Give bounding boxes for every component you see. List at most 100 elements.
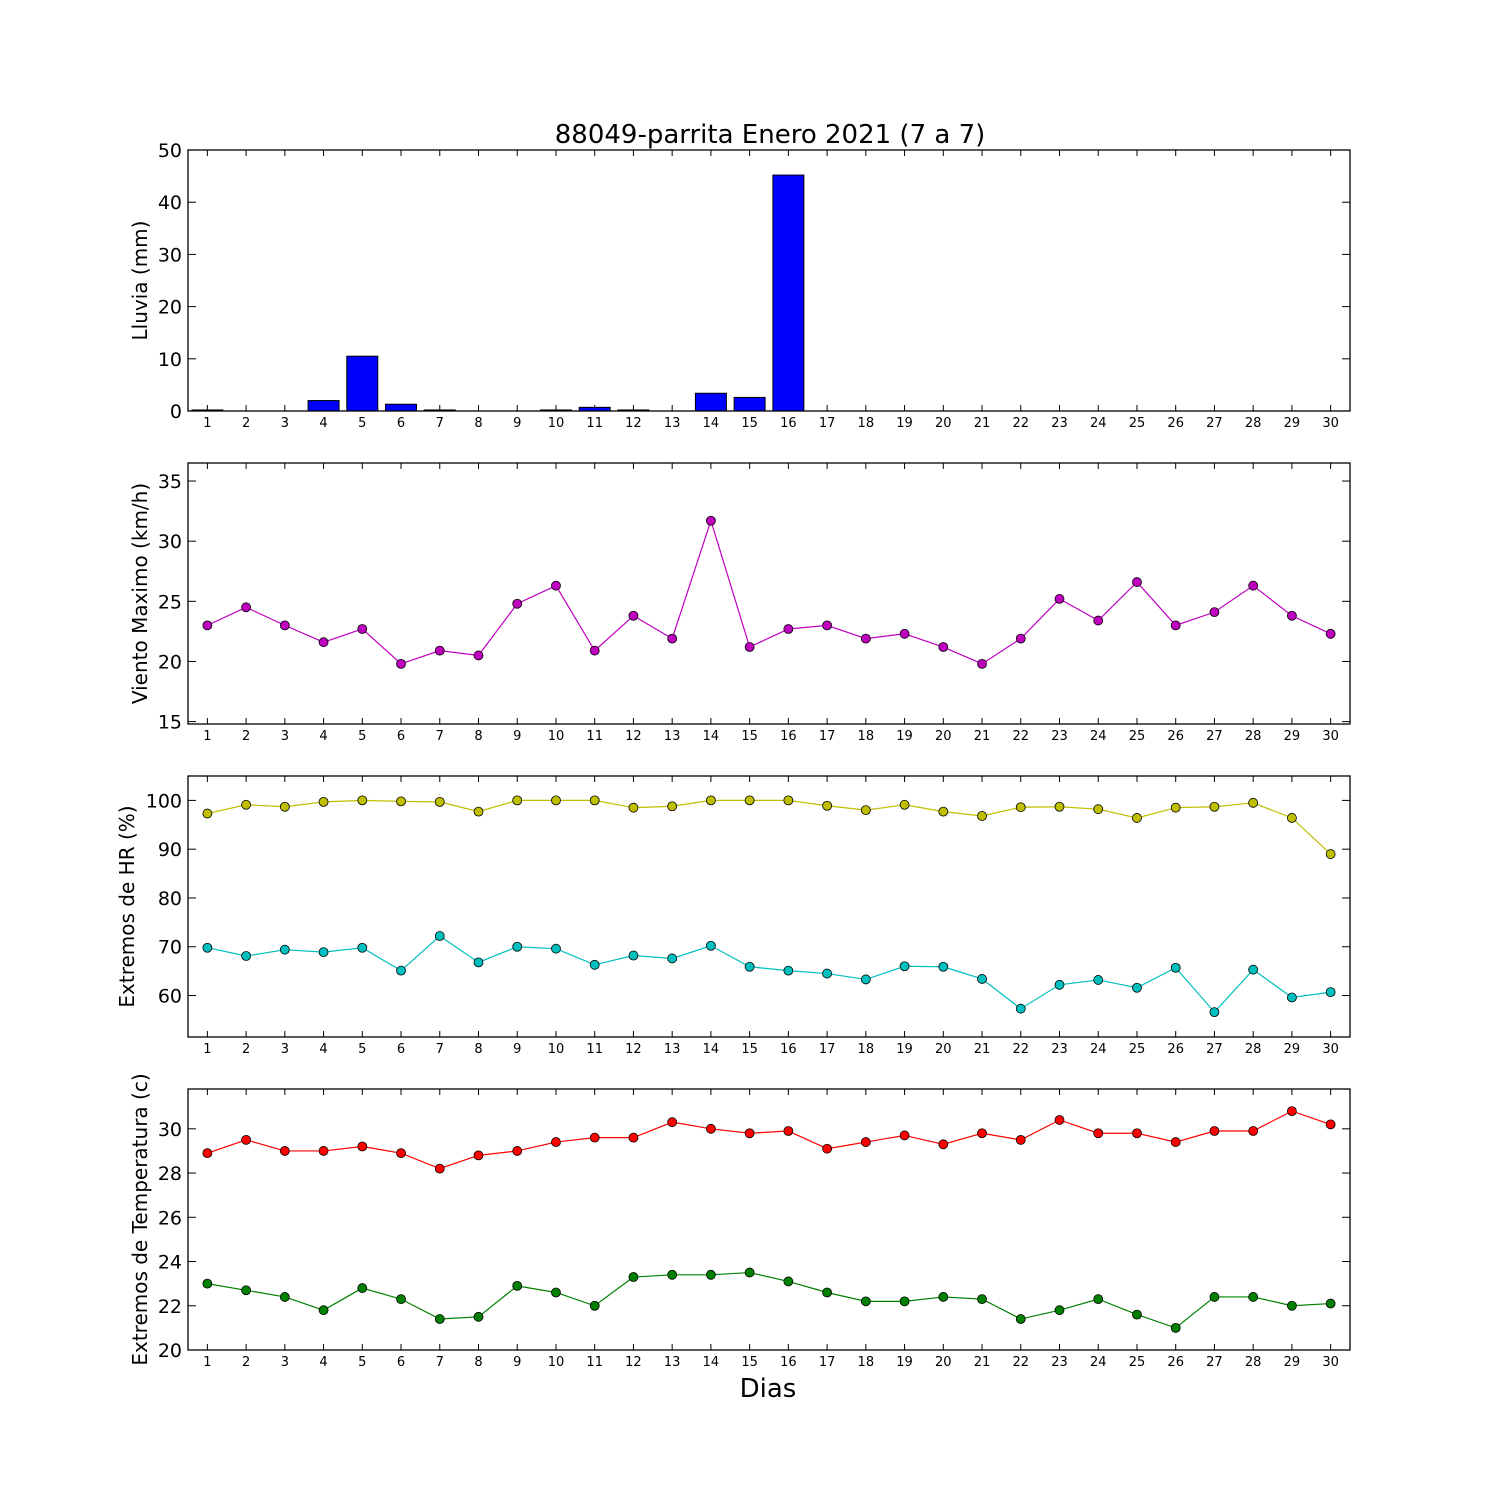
point-series-0-day-21 <box>977 658 987 669</box>
ytick-label: 22 <box>158 1296 182 1318</box>
xtick-label: 3 <box>281 1042 289 1057</box>
point-series-0-day-2 <box>241 1134 252 1145</box>
point-series-1-day-26 <box>1170 1322 1181 1333</box>
point-series-0-day-5 <box>357 1141 368 1152</box>
point-series-0-day-19 <box>899 799 910 810</box>
point-series-0-day-19 <box>899 628 910 639</box>
point-series-1-day-2 <box>241 951 252 961</box>
point-series-0-day-1 <box>202 620 213 631</box>
point-series-1-day-15 <box>744 961 755 972</box>
xtick-label: 19 <box>896 729 913 744</box>
xtick-label: 5 <box>358 1042 366 1057</box>
chart-title: 88049-parrita Enero 2021 (7 a 7) <box>555 120 986 150</box>
point-series-0-day-15 <box>744 642 755 652</box>
point-series-0-day-9 <box>512 795 523 806</box>
point-series-0-day-10 <box>551 580 561 591</box>
point-series-1-day-5 <box>357 1283 368 1293</box>
xtick-label: 25 <box>1129 1355 1146 1370</box>
xtick-label: 13 <box>664 416 681 431</box>
ytick-label: 10 <box>158 349 182 371</box>
y-axis-label: Extremos de HR (%) <box>115 805 139 1007</box>
point-series-1-day-26 <box>1170 962 1181 973</box>
point-series-1-day-28 <box>1248 964 1259 975</box>
point-series-1-day-13 <box>667 953 678 964</box>
point-series-0-day-18 <box>860 1137 871 1147</box>
xtick-label: 12 <box>625 1042 642 1057</box>
xtick-label: 10 <box>548 416 565 431</box>
point-series-0-day-12 <box>628 610 639 621</box>
xtick-label: 15 <box>741 729 758 744</box>
point-series-1-day-2 <box>241 1285 252 1296</box>
bar-day-14 <box>694 392 727 412</box>
xtick-label: 1 <box>203 416 211 431</box>
point-series-0-day-2 <box>241 602 252 613</box>
xtick-label: 20 <box>935 1355 952 1370</box>
ytick-label: 30 <box>158 531 182 553</box>
xtick-label: 21 <box>974 1355 991 1370</box>
point-series-1-day-7 <box>434 931 445 941</box>
point-series-1-day-10 <box>551 1287 561 1298</box>
point-series-0-day-1 <box>202 808 213 819</box>
xtick-label: 17 <box>819 1042 836 1057</box>
xtick-label: 26 <box>1167 729 1184 744</box>
xtick-label: 9 <box>513 1355 521 1370</box>
point-series-1-day-24 <box>1093 1294 1104 1305</box>
xtick-label: 27 <box>1206 1042 1223 1057</box>
point-series-0-day-13 <box>667 633 678 644</box>
xtick-label: 18 <box>858 729 875 744</box>
point-series-1-day-15 <box>744 1267 755 1278</box>
point-series-0-day-1 <box>202 1148 213 1159</box>
plot-frame <box>187 1088 1351 1351</box>
ytick-label: 50 <box>158 140 182 162</box>
xtick-label: 18 <box>858 1355 875 1370</box>
point-series-1-day-22 <box>1015 1003 1026 1014</box>
xtick-label: 5 <box>358 416 366 431</box>
point-series-0-day-21 <box>977 811 987 821</box>
xtick-label: 14 <box>703 416 720 431</box>
xtick-label: 19 <box>896 416 913 431</box>
ytick-label: 24 <box>158 1252 182 1274</box>
xtick-label: 5 <box>358 1355 366 1370</box>
xtick-label: 25 <box>1129 1042 1146 1057</box>
point-series-1-day-7 <box>434 1314 445 1324</box>
ytick-label: 28 <box>158 1163 182 1185</box>
plot-frame <box>187 149 1351 412</box>
point-series-1-day-27 <box>1209 1292 1220 1302</box>
xtick-label: 9 <box>513 729 521 744</box>
point-series-0-day-7 <box>434 796 445 807</box>
xtick-label: 22 <box>1012 1042 1029 1057</box>
bar-day-16 <box>772 174 805 412</box>
xtick-label: 17 <box>819 1355 836 1370</box>
xtick-label: 17 <box>819 416 836 431</box>
point-series-1-day-5 <box>357 942 368 953</box>
point-series-1-day-20 <box>938 961 949 972</box>
xtick-label: 11 <box>586 1042 603 1057</box>
point-series-1-day-11 <box>589 959 600 970</box>
xtick-label: 22 <box>1012 416 1029 431</box>
xtick-label: 27 <box>1206 1355 1223 1370</box>
xtick-label: 28 <box>1245 729 1262 744</box>
point-series-0-day-23 <box>1054 801 1065 812</box>
ytick-label: 20 <box>158 651 182 673</box>
point-series-1-day-8 <box>473 1311 484 1322</box>
point-series-0-day-21 <box>977 1128 987 1139</box>
point-series-0-day-28 <box>1248 797 1259 808</box>
xtick-label: 8 <box>474 416 482 431</box>
point-series-0-day-18 <box>860 633 871 644</box>
point-series-0-day-26 <box>1170 1137 1181 1147</box>
point-series-1-day-14 <box>706 940 716 951</box>
point-series-1-day-14 <box>706 1269 716 1280</box>
xtick-label: 12 <box>625 729 642 744</box>
xtick-label: 7 <box>436 729 444 744</box>
point-series-0-day-14 <box>706 1123 716 1134</box>
point-series-0-day-16 <box>783 624 794 634</box>
point-series-1-day-6 <box>396 965 406 976</box>
xtick-label: 14 <box>703 1042 720 1057</box>
xtick-label: 2 <box>242 1355 250 1370</box>
xtick-label: 26 <box>1167 416 1184 431</box>
bar-day-15 <box>733 396 766 412</box>
xtick-label: 12 <box>625 1355 642 1370</box>
point-series-0-day-7 <box>434 645 445 656</box>
xtick-label: 20 <box>935 729 952 744</box>
point-series-1-day-22 <box>1015 1314 1026 1324</box>
